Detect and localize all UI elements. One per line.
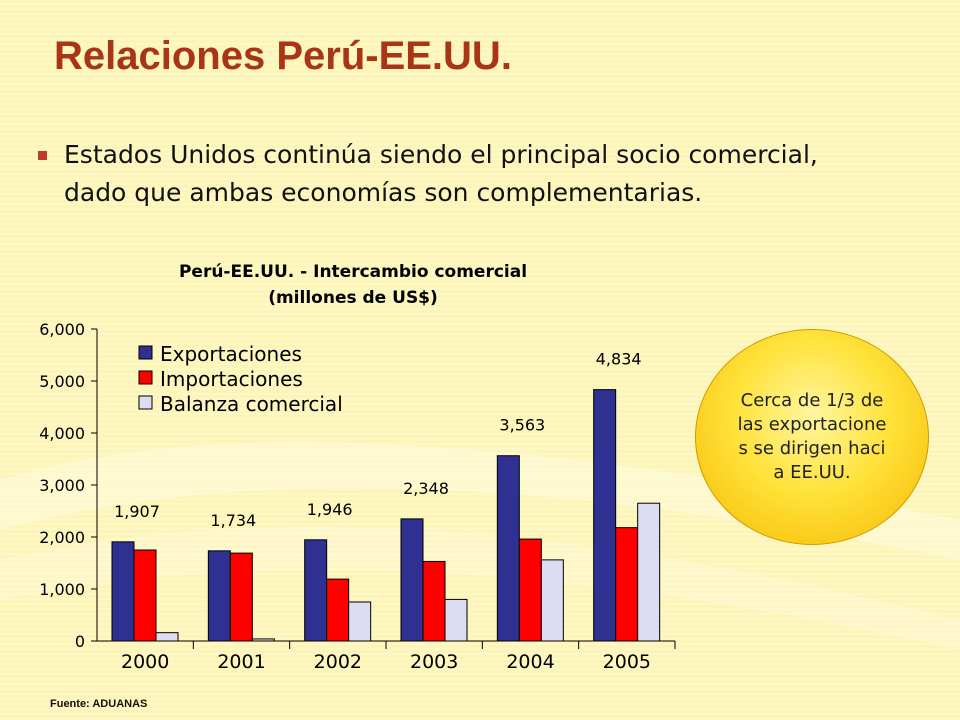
y-tick-label: 3,000: [39, 476, 85, 495]
data-label-2004: 3,563: [499, 416, 545, 435]
legend-label-1: Exportaciones: [160, 342, 302, 366]
bullet-line-1: Estados Unidos continúa siendo el princi…: [64, 140, 818, 169]
bar-importaciones-2000: [133, 549, 157, 642]
y-tick-label: 4,000: [39, 424, 85, 443]
bar-importaciones-2003: [422, 560, 446, 642]
bar-balanza-comercial-2004: [540, 559, 564, 642]
y-tick-label: 2,000: [39, 528, 85, 547]
bar-importaciones-2005: [615, 527, 639, 642]
legend-label-2: Importaciones: [160, 367, 303, 391]
data-label-2002: 1,946: [307, 500, 353, 519]
legend-swatch-1: [138, 345, 153, 360]
legend-swatch-2: [138, 370, 153, 385]
bar-balanza-comercial-2003: [444, 598, 468, 642]
chart-subtitle: (millones de US$): [268, 288, 438, 308]
x-tick-label: 2004: [506, 651, 554, 673]
callout-text: Cerca de 1/3 de las exportaciones se dir…: [737, 390, 887, 483]
x-tick-label: 2000: [121, 651, 169, 673]
bar-balanza-comercial-2001: [251, 638, 275, 642]
bar-exportaciones-2003: [400, 518, 424, 642]
x-tick-label: 2005: [603, 651, 651, 673]
page-title: Relaciones Perú-EE.UU.: [54, 34, 512, 78]
y-tick-label: 6,000: [39, 320, 85, 339]
data-label-2001: 1,734: [210, 511, 256, 530]
data-label-2003: 2,348: [403, 479, 449, 498]
chart-title: Perú-EE.UU. - Intercambio comercial: [179, 262, 527, 282]
bar-balanza-comercial-2002: [348, 601, 372, 642]
y-tick-label: 5,000: [39, 372, 85, 391]
bullet-point: Estados Unidos continúa siendo el princi…: [36, 136, 944, 212]
legend-swatch-3: [138, 395, 153, 410]
bar-importaciones-2001: [229, 552, 253, 642]
y-tick-label: 0: [75, 632, 85, 651]
bar-importaciones-2004: [518, 538, 542, 642]
bar-exportaciones-2000: [111, 541, 135, 642]
x-tick-label: 2001: [217, 651, 265, 673]
bar-exportaciones-2001: [207, 550, 231, 642]
x-tick-label: 2003: [410, 651, 458, 673]
bar-exportaciones-2004: [496, 455, 520, 642]
bar-exportaciones-2005: [593, 389, 617, 642]
trade-bar-chart: Perú-EE.UU. - Intercambio comercial (mill…: [39, 262, 676, 673]
y-tick-label: 1,000: [39, 580, 85, 599]
bullet-square-icon: [38, 151, 47, 160]
bar-importaciones-2002: [326, 578, 350, 642]
data-label-2000: 1,907: [114, 502, 160, 521]
callout-oval: Cerca de 1/3 de las exportaciones se dir…: [695, 329, 929, 545]
bar-exportaciones-2002: [304, 539, 328, 642]
data-label-2005: 4,834: [596, 350, 642, 369]
legend-label-3: Balanza comercial: [160, 392, 343, 416]
bar-balanza-comercial-2000: [155, 632, 179, 642]
bar-balanza-comercial-2005: [637, 502, 661, 642]
x-tick-label: 2002: [314, 651, 362, 673]
bullet-line-2: dado que ambas economías son complementa…: [64, 178, 703, 207]
source-note: Fuente: ADUANAS: [50, 698, 148, 710]
